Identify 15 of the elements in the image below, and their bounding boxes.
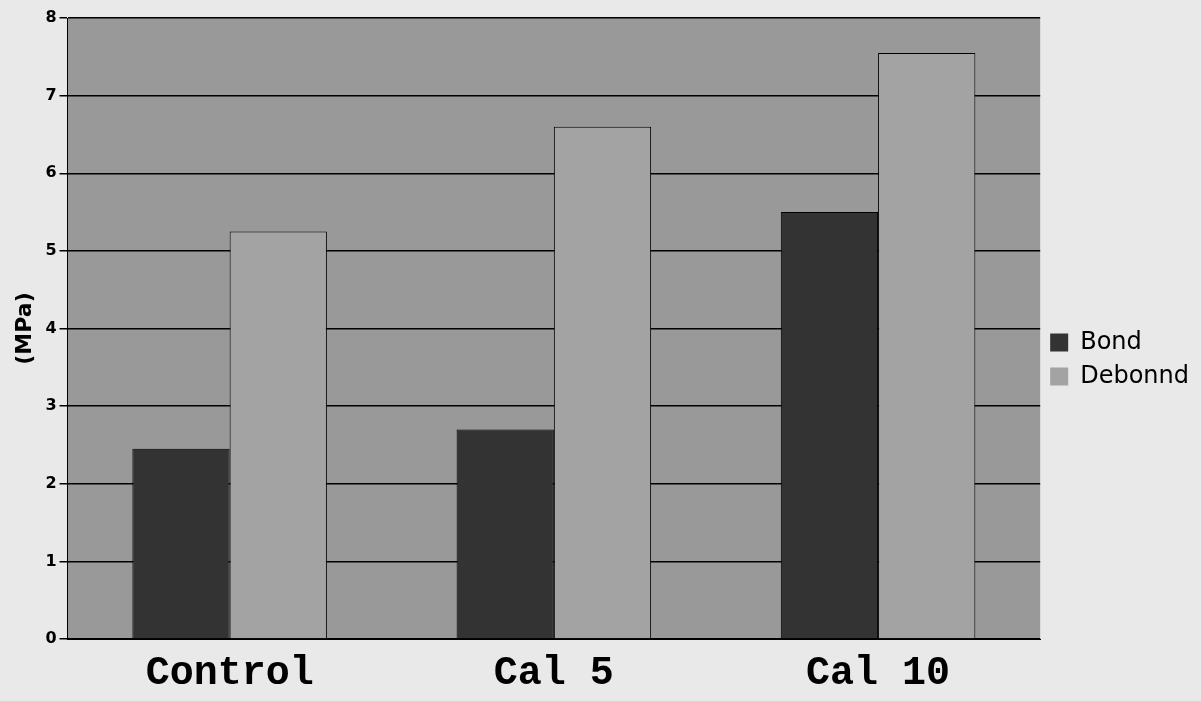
y-tick-label: 1 (45, 550, 57, 570)
legend-label: Bond (1080, 326, 1142, 355)
y-tick-label: 5 (45, 240, 57, 260)
x-tick-label: Control (145, 651, 314, 697)
y-tick-label: 4 (45, 317, 57, 337)
legend-label: Debonnd (1080, 360, 1190, 389)
y-tick-label: 0 (45, 628, 57, 648)
y-tick-label: 6 (45, 162, 57, 182)
x-tick-label: Cal 10 (806, 651, 951, 697)
y-tick-label: 3 (45, 395, 57, 415)
y-tick-label: 7 (45, 84, 57, 104)
y-axis-title: (MPa) (10, 292, 36, 365)
y-tick-label: 2 (45, 472, 57, 492)
y-tick-label: 8 (45, 7, 57, 27)
x-tick-label: Cal 5 (493, 651, 614, 697)
